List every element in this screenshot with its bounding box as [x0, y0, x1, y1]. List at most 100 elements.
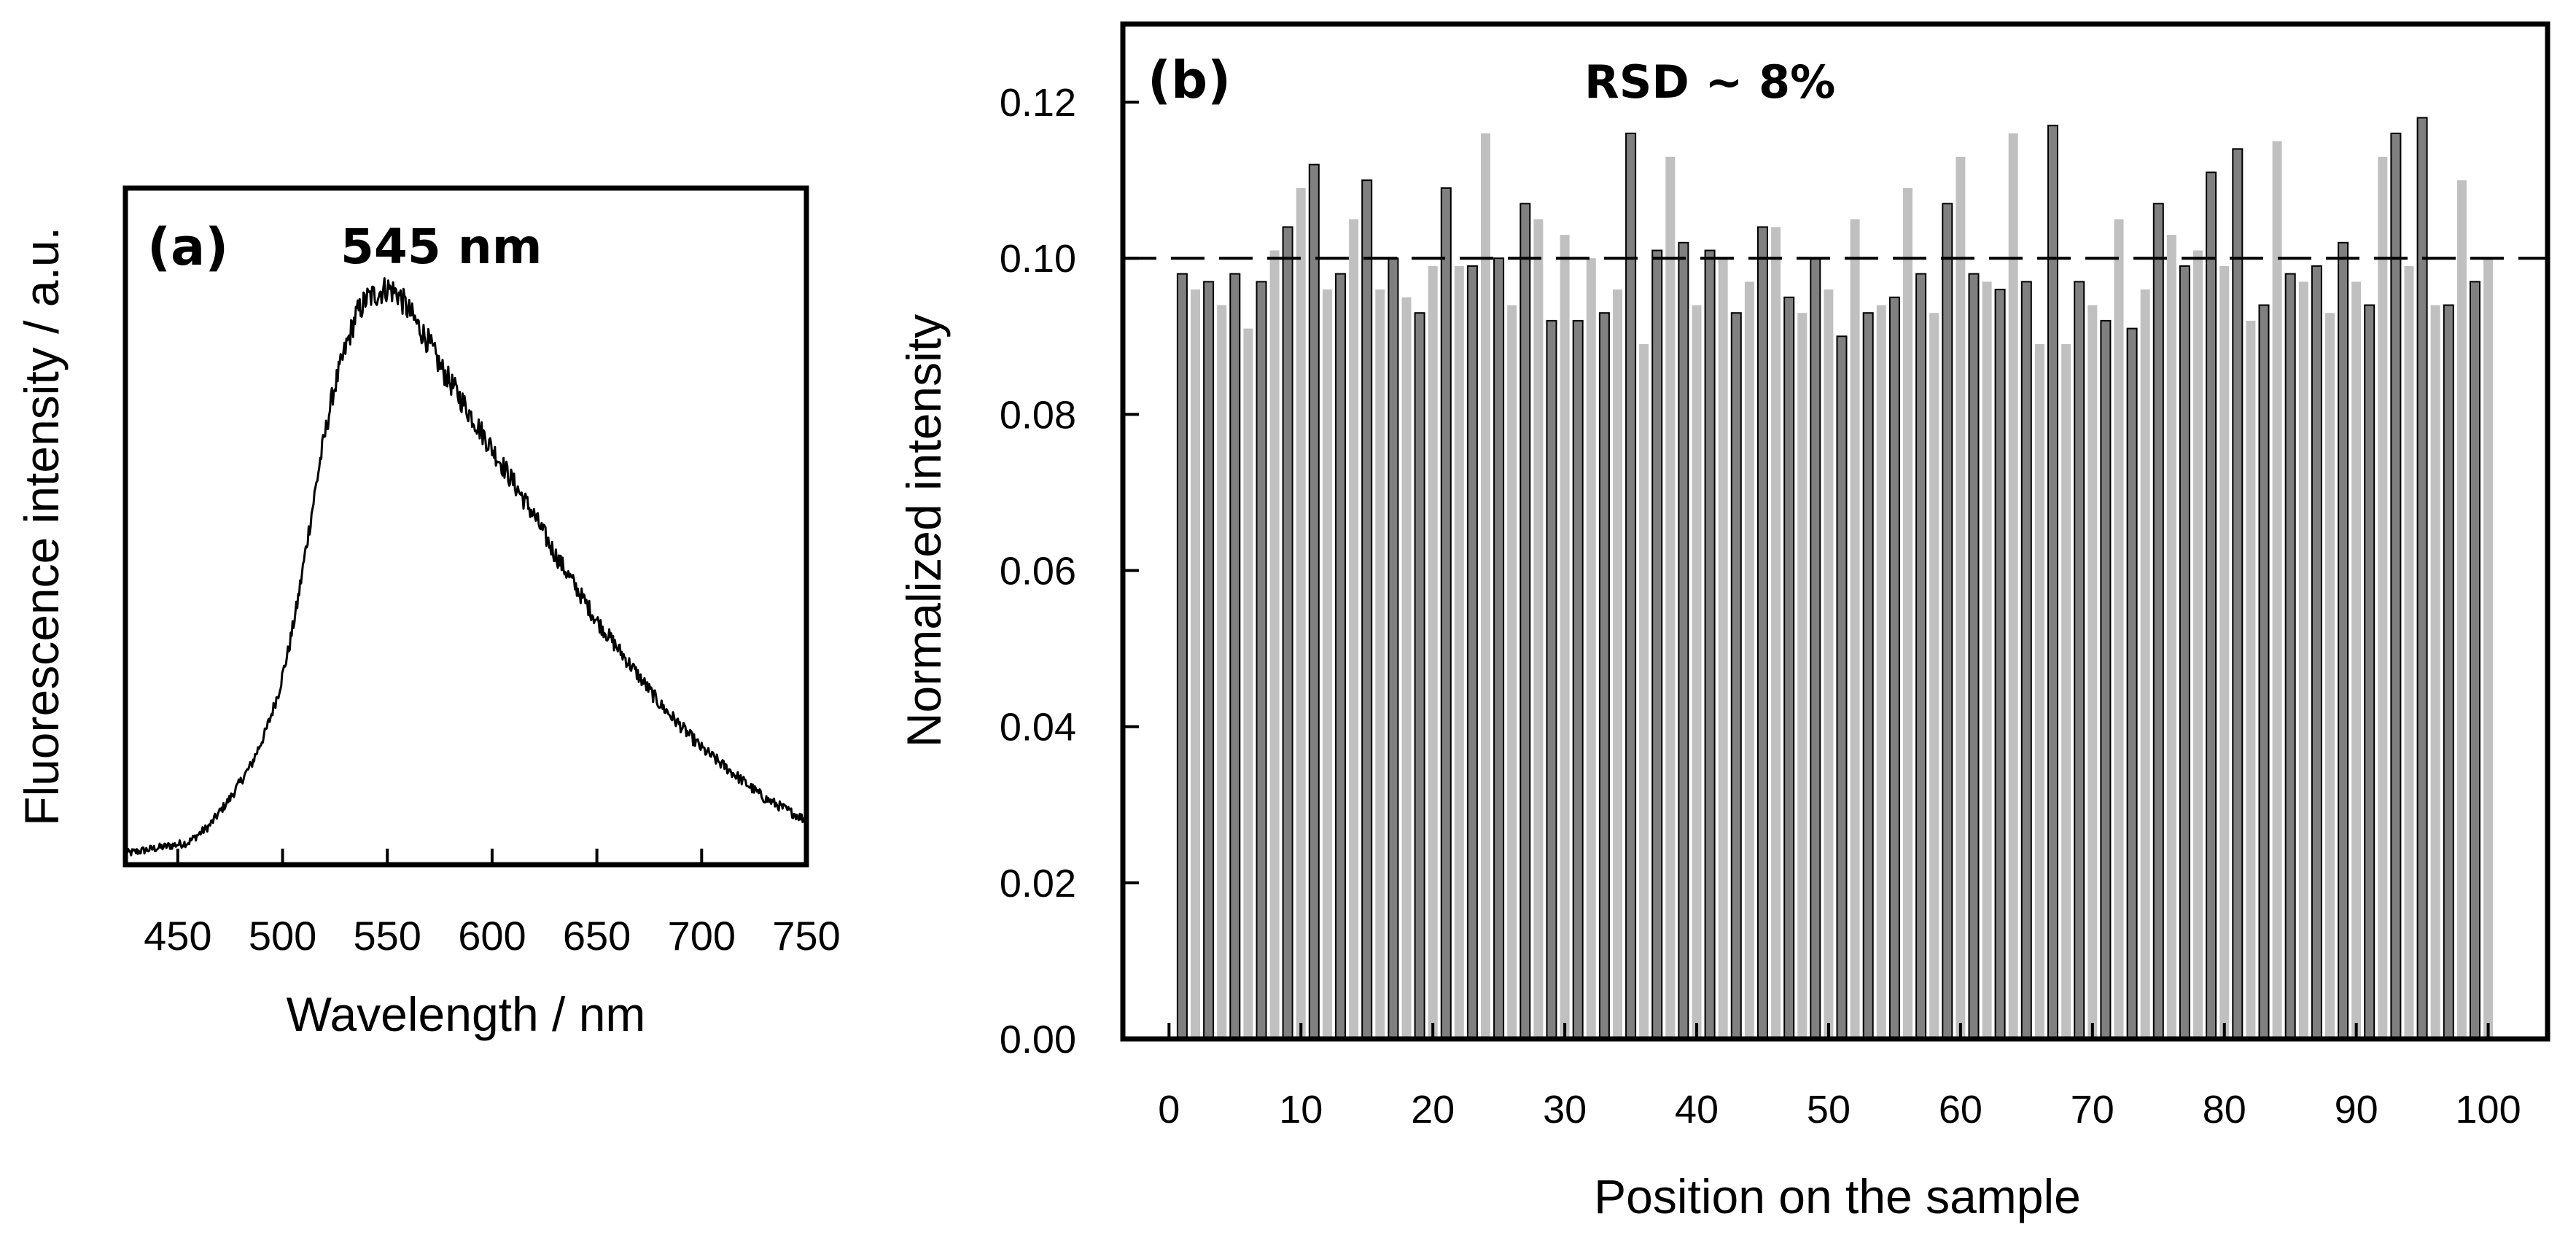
bar-position-36 [1639, 344, 1649, 1039]
bar-position-90 [2351, 281, 2362, 1039]
panel-b-y-tick-label: 0.06 [1000, 550, 1076, 593]
bar-position-1 [1176, 273, 1188, 1040]
bar-position-14 [1349, 219, 1359, 1040]
bar-position-31 [1572, 319, 1584, 1040]
bar-position-91 [2364, 304, 2375, 1040]
bar-position-23 [1466, 265, 1478, 1040]
panel-b-y-tick-label: 0.10 [1000, 237, 1076, 281]
bar-position-50 [1824, 289, 1834, 1040]
bar-position-67 [2047, 125, 2058, 1040]
bar-position-34 [1613, 289, 1622, 1040]
bar-position-81 [2232, 148, 2244, 1040]
bar-position-66 [2034, 344, 2044, 1039]
bar-position-44 [1744, 281, 1754, 1039]
bar-position-2 [1191, 289, 1200, 1040]
bar-position-96 [2430, 305, 2440, 1039]
bar-position-43 [1730, 312, 1742, 1040]
panel-a-x-tick-label: 600 [458, 913, 526, 959]
bar-position-100 [2483, 258, 2494, 1040]
bar-position-20 [1428, 265, 1438, 1039]
bar-position-69 [2074, 281, 2085, 1040]
bar-position-49 [1810, 257, 1821, 1040]
bar-position-52 [1850, 219, 1860, 1040]
bar-position-55 [1888, 296, 1900, 1040]
bar-position-71 [2100, 319, 2112, 1040]
bar-position-97 [2443, 304, 2454, 1040]
bar-position-41 [1704, 249, 1716, 1040]
bar-position-74 [2140, 289, 2150, 1040]
bar-position-35 [1625, 132, 1637, 1040]
bar-position-61 [1968, 273, 1980, 1040]
panel-b-y-tick-label: 0.12 [1000, 81, 1076, 125]
bar-position-25 [1493, 257, 1505, 1040]
bar-position-60 [1956, 157, 1966, 1039]
bar-position-10 [1296, 187, 1306, 1039]
bar-position-37 [1651, 249, 1663, 1040]
bar-position-27 [1519, 203, 1531, 1040]
bar-position-75 [2152, 203, 2164, 1040]
bar-position-70 [2087, 305, 2098, 1039]
panel-b-x-tick-label: 80 [2203, 1088, 2246, 1132]
bar-position-24 [1481, 133, 1490, 1039]
bar-position-92 [2378, 157, 2388, 1039]
bar-position-3 [1203, 281, 1215, 1040]
panel-b-x-tick-label: 10 [1279, 1088, 1323, 1132]
panel-b-rsd-annotation: RSD ~ 8% [1584, 55, 1835, 109]
panel-b-y-tick-label: 0.02 [1000, 862, 1076, 906]
bar-position-33 [1598, 312, 1610, 1040]
panel-b-y-axis-ticks: 0.00 0.02 0.04 0.06 0.08 0.10 0.12 [1000, 81, 1139, 1062]
bar-position-16 [1375, 289, 1385, 1040]
bar-position-11 [1308, 163, 1320, 1040]
panel-b-intensity-bars: 0.00 0.02 0.04 0.06 0.08 0.10 0.12 0 10 20 30 40 50… [897, 21, 2550, 1223]
panel-b-x-tick-label: 0 [1158, 1088, 1180, 1132]
bar-position-4 [1217, 305, 1227, 1039]
panel-a-x-tick-label: 650 [563, 913, 631, 959]
bar-position-88 [2325, 313, 2335, 1039]
panel-a-y-axis-title: Fluorescence intensity / a.u. [15, 227, 69, 826]
bar-position-19 [1414, 312, 1425, 1040]
bar-position-98 [2456, 180, 2467, 1040]
bar-position-30 [1560, 235, 1570, 1040]
bar-position-17 [1388, 257, 1399, 1040]
bar-position-80 [2219, 265, 2230, 1039]
bar-position-89 [2338, 241, 2349, 1040]
bar-position-26 [1507, 305, 1517, 1039]
bar-position-99 [2470, 281, 2480, 1040]
bar-position-42 [1718, 258, 1728, 1040]
bar-position-83 [2258, 304, 2270, 1040]
bar-position-8 [1269, 250, 1280, 1039]
bar-position-51 [1836, 335, 1848, 1040]
bar-position-22 [1454, 265, 1464, 1039]
bar-position-21 [1440, 187, 1452, 1040]
bar-position-5 [1229, 273, 1241, 1040]
panel-a-x-axis-ticks: 450 500 550 600 650 700 750 [144, 849, 841, 959]
bar-position-87 [2311, 265, 2322, 1040]
panel-a-x-tick-label: 750 [772, 913, 840, 959]
bar-position-94 [2404, 265, 2414, 1039]
panel-b-x-tick-label: 90 [2335, 1088, 2378, 1132]
bar-position-9 [1282, 226, 1293, 1040]
bar-position-48 [1797, 313, 1808, 1039]
bar-position-54 [1876, 305, 1886, 1039]
bar-position-29 [1546, 319, 1557, 1040]
bar-position-77 [2179, 265, 2190, 1040]
bar-position-58 [1929, 313, 1939, 1039]
bar-position-15 [1361, 179, 1373, 1040]
bar-position-28 [1533, 219, 1544, 1040]
bar-position-6 [1243, 328, 1253, 1040]
panel-b-x-axis-title: Position on the sample [1594, 1169, 2081, 1223]
bar-position-76 [2166, 235, 2176, 1040]
bar-position-78 [2193, 250, 2203, 1039]
panel-b-y-tick-label: 0.08 [1000, 393, 1076, 437]
bar-position-53 [1862, 312, 1874, 1040]
bar-position-39 [1678, 241, 1689, 1040]
panel-b-y-axis-title: Normalized intensity [897, 314, 951, 747]
bar-position-7 [1256, 281, 1267, 1040]
bar-position-18 [1401, 297, 1412, 1039]
panel-a-x-tick-label: 450 [144, 913, 211, 959]
panel-b-y-tick-label: 0.00 [1000, 1018, 1076, 1062]
panel-a-frame [122, 185, 809, 868]
bar-position-63 [1994, 289, 2006, 1040]
bar-position-45 [1757, 226, 1768, 1040]
